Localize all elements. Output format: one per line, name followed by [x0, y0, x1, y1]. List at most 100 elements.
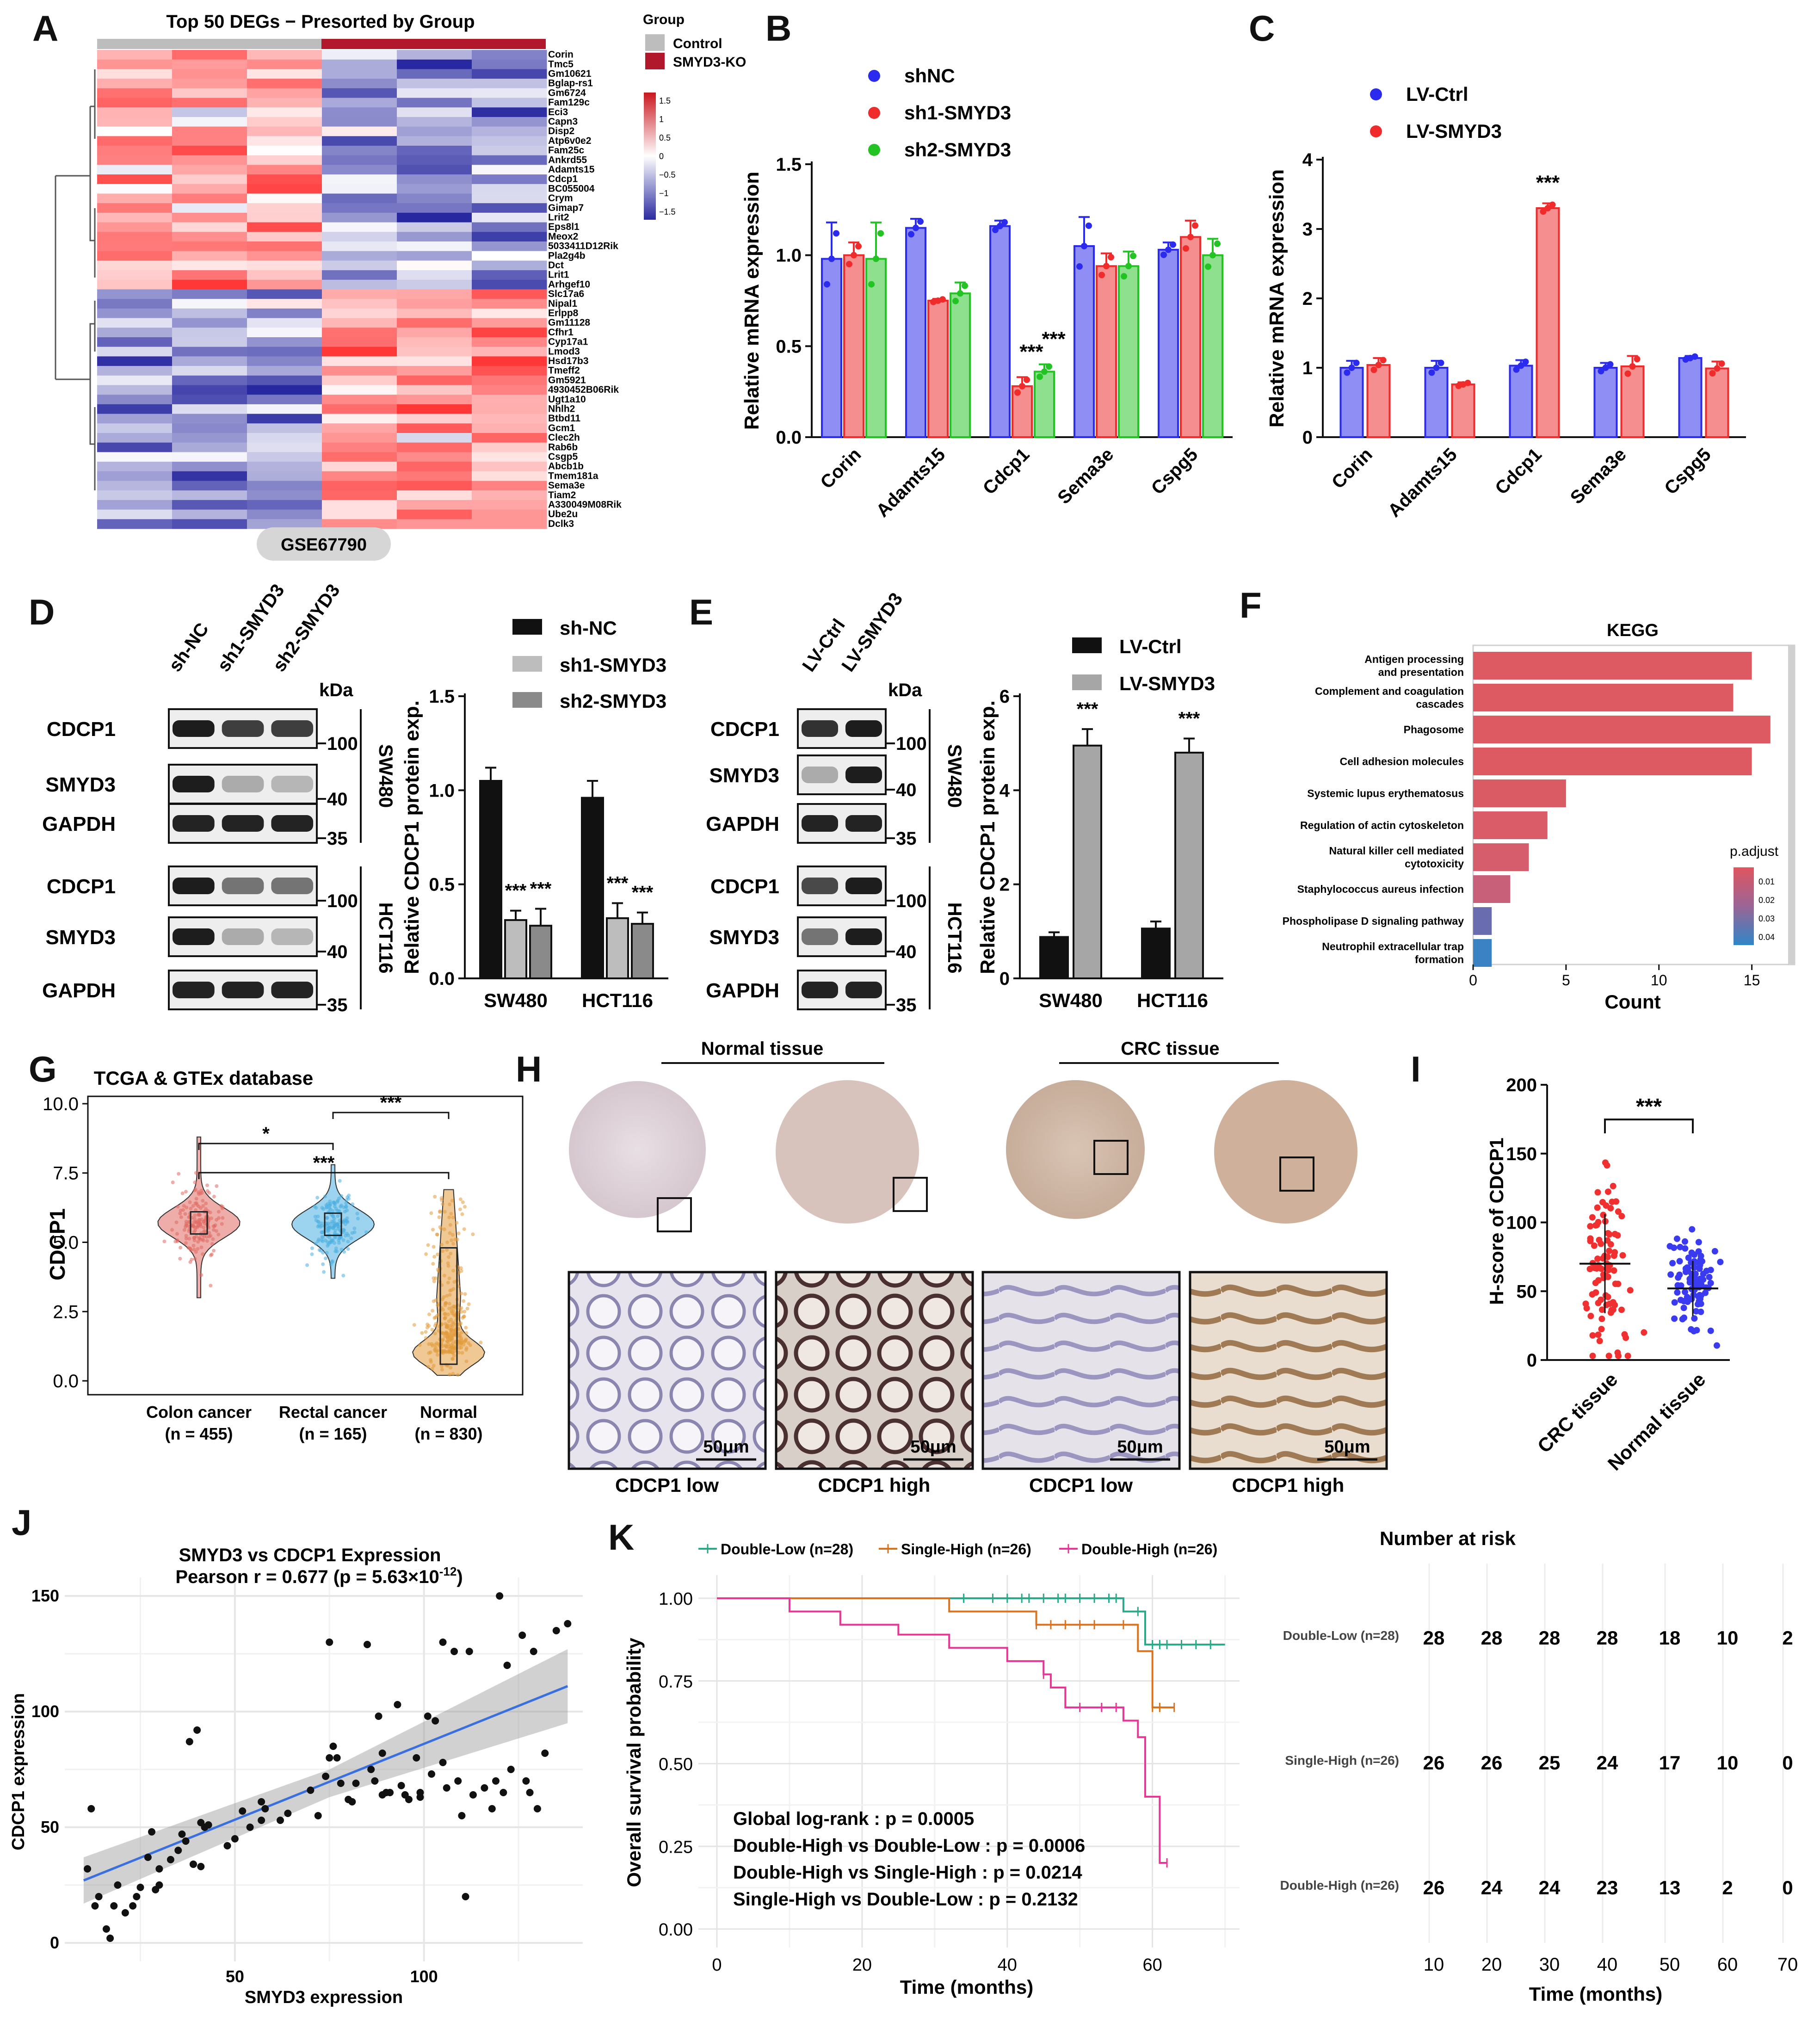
- blot-band: [173, 720, 215, 737]
- gene-label: Sema3e: [548, 480, 585, 491]
- heatmap-cell: [322, 318, 397, 328]
- data-point: [1046, 363, 1052, 370]
- heatmap-cell: [247, 404, 322, 414]
- data-point: [424, 1336, 428, 1340]
- data-point: [386, 1789, 394, 1796]
- data-point: [1464, 379, 1471, 386]
- heatmap-cell: [472, 251, 547, 261]
- heatmap-cell: [172, 423, 247, 433]
- heatmap-cell: [172, 88, 247, 98]
- heatmap-cell: [397, 328, 472, 338]
- bar: [843, 254, 864, 439]
- heatmap-cell: [472, 126, 547, 136]
- heatmap-cell: [397, 279, 472, 290]
- heatmap-cell: [172, 414, 247, 424]
- data-point: [453, 1237, 457, 1242]
- heatmap-cell: [247, 222, 322, 232]
- data-point: [1677, 1243, 1684, 1250]
- data-point: [313, 1214, 317, 1218]
- blot-band: [271, 928, 314, 945]
- y-tick-label: 2: [999, 875, 1010, 895]
- heatmap-cell: [97, 395, 173, 405]
- data-point: [339, 1194, 344, 1198]
- y-tick-label: 50: [1517, 1281, 1537, 1302]
- y-tick-label: 0.75: [659, 1672, 693, 1692]
- data-point: [1680, 1305, 1687, 1311]
- bar: [1141, 927, 1171, 979]
- legend-marker: [868, 70, 880, 82]
- data-point: [440, 1364, 444, 1368]
- data-point: [450, 1343, 454, 1348]
- data-point: [352, 1226, 357, 1230]
- data-point: [355, 1212, 359, 1216]
- legend-label: sh2-SMYD3: [560, 690, 666, 712]
- data-point: [1594, 1189, 1601, 1196]
- heatmap-cell: [472, 395, 547, 405]
- heatmap-cell: [97, 155, 173, 165]
- kegg-bar: [1473, 748, 1752, 775]
- gene-label: Eps8l1: [548, 222, 580, 232]
- data-point: [440, 1297, 444, 1301]
- data-point: [1611, 1249, 1618, 1256]
- data-point: [1540, 208, 1547, 215]
- data-point: [1709, 370, 1716, 377]
- heatmap-cell: [322, 251, 397, 261]
- data-point: [197, 1221, 201, 1225]
- data-point: [326, 1754, 333, 1762]
- data-point: [464, 1326, 468, 1330]
- data-point: [431, 1228, 435, 1232]
- data-point: [394, 1701, 401, 1708]
- heatmap-cell: [97, 509, 173, 519]
- x-tick-label: SW480: [484, 989, 548, 1011]
- data-point: [463, 1310, 467, 1314]
- heatmap-cell: [247, 270, 322, 280]
- heatmap-cell: [247, 174, 322, 185]
- heatmap-cell: [322, 328, 397, 338]
- heatmap-cell: [172, 155, 247, 165]
- heatmap-cell: [97, 193, 173, 204]
- gene-label: Crym: [548, 193, 573, 204]
- bar: [1039, 936, 1069, 979]
- data-point: [1676, 1258, 1683, 1265]
- gene-label: A330049M08Rik: [548, 499, 622, 510]
- heatmap-cell: [172, 442, 247, 452]
- heatmap-cell: [172, 404, 247, 414]
- data-point: [1610, 1267, 1617, 1274]
- data-point: [447, 1215, 451, 1219]
- data-point: [174, 1847, 182, 1854]
- bar: [1678, 357, 1703, 438]
- heatmap-cell: [97, 174, 173, 185]
- legend-label: sh1-SMYD3: [904, 102, 1011, 124]
- data-point: [204, 1201, 208, 1206]
- panel-d-bar-chart: 0.0 0.5 1.0 1.5 Relative CDCP1 protein exp. *…: [401, 617, 668, 1011]
- kegg-bar: [1473, 716, 1771, 743]
- statistics-text: Double-High vs Single-High : p = 0.0214: [733, 1862, 1082, 1883]
- cell-line-label: HCT116: [944, 902, 966, 973]
- data-point: [223, 1842, 231, 1849]
- data-point: [1596, 1237, 1603, 1243]
- data-point: [182, 1837, 190, 1845]
- heatmap-cell: [472, 346, 547, 357]
- risk-value: 10: [1717, 1627, 1739, 1649]
- data-point: [429, 1358, 433, 1362]
- heatmap-cell: [247, 414, 322, 424]
- blot-band: [222, 878, 264, 894]
- data-point: [432, 1717, 439, 1725]
- panel-letter-c: C: [1249, 8, 1275, 49]
- legend-marker: [868, 144, 880, 156]
- heatmap-cell: [397, 385, 472, 395]
- heatmap-cell: [397, 241, 472, 252]
- gene-label: Eci3: [548, 107, 568, 117]
- data-point: [201, 1199, 205, 1203]
- data-point: [210, 1252, 214, 1256]
- data-point: [174, 1220, 179, 1224]
- inset-box-3: [1093, 1140, 1129, 1175]
- heatmap-cell: [322, 366, 397, 376]
- heatmap-cell: [97, 88, 173, 98]
- data-point: [1619, 1252, 1626, 1259]
- color-scale-tick: 1.5: [659, 96, 671, 105]
- heatmap-cell: [172, 117, 247, 127]
- group-bar-control: [97, 39, 321, 49]
- data-point: [439, 1227, 443, 1231]
- heatmap-cell: [322, 490, 397, 501]
